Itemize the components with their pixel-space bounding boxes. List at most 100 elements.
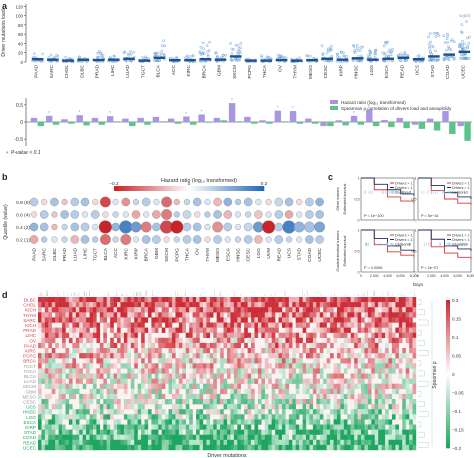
heatmap-cell — [147, 302, 152, 308]
heatmap-cell — [185, 388, 190, 395]
heatmap-cell — [371, 444, 375, 451]
heatmap-cell — [223, 332, 228, 338]
colorbar-step — [446, 381, 450, 385]
heatmap-cell — [261, 322, 265, 328]
heatmap-cell — [209, 444, 214, 451]
colorbar-step — [231, 186, 235, 191]
heatmap-cell — [374, 317, 379, 323]
heatmap-cell — [381, 414, 386, 420]
colorbar-step — [446, 443, 450, 446]
bubble — [243, 222, 253, 232]
data-point — [462, 15, 466, 18]
heatmap-cell — [257, 327, 262, 333]
heatmap-cell — [378, 399, 382, 405]
heatmap-cell — [412, 332, 417, 338]
y-tick-label: 0.5 — [355, 198, 360, 202]
heatmap-cell — [130, 404, 135, 410]
heatmap-cell — [216, 399, 221, 405]
heatmap-cell — [233, 383, 238, 389]
heatmap-cell — [58, 399, 63, 405]
heatmap-cell — [302, 424, 307, 430]
heatmap-cell — [385, 307, 389, 313]
heatmap-cell — [233, 404, 238, 410]
heatmap-cell — [312, 337, 317, 344]
bar — [388, 122, 395, 128]
heatmap-cell — [55, 439, 59, 446]
heatmap-cell — [251, 317, 255, 323]
heatmap-cell — [62, 307, 66, 313]
heatmap-cell — [309, 317, 314, 323]
heatmap-cell — [347, 424, 351, 430]
heatmap-cell — [309, 434, 314, 440]
heatmap-cell — [347, 297, 351, 303]
heatmap-cell — [103, 429, 107, 435]
median-bar — [275, 58, 288, 62]
heatmap-cell — [144, 353, 149, 359]
heatmap-cell — [398, 439, 403, 446]
data-point — [358, 49, 362, 52]
heatmap-cell — [89, 322, 94, 328]
heatmap-cell — [292, 429, 296, 435]
heatmap-cell — [65, 322, 70, 328]
heatmap-cell — [367, 307, 372, 313]
heatmap-cell — [216, 368, 221, 374]
colorbar-step — [446, 317, 450, 321]
row-label: 0.2 (1) — [16, 238, 30, 244]
heatmap-cell — [343, 317, 348, 323]
heatmap-cell — [354, 373, 358, 379]
bubble — [141, 197, 151, 207]
heatmap-cell — [336, 332, 341, 338]
heatmap-cell — [278, 363, 283, 369]
heatmap-cell — [402, 353, 406, 359]
heatmap-cell — [412, 368, 417, 374]
heatmap-cell — [374, 348, 379, 354]
heatmap-cell — [151, 307, 156, 313]
heatmap-cell — [103, 414, 107, 420]
heatmap-cell — [48, 439, 52, 446]
bubble — [224, 236, 231, 243]
heatmap-cell — [306, 368, 310, 374]
heatmap-cell — [147, 368, 152, 374]
heatmap-cell — [141, 317, 145, 323]
heatmap-cell — [275, 393, 279, 400]
heatmap-cell — [381, 307, 386, 313]
heatmap-cell — [306, 404, 310, 410]
heatmap-cell — [330, 429, 334, 435]
heatmap-cell — [275, 383, 279, 389]
heatmap-cell — [285, 317, 290, 323]
heatmap-cell — [165, 414, 169, 420]
heatmap-cell — [254, 419, 259, 425]
colorbar-step — [164, 186, 167, 191]
data-point — [309, 54, 312, 58]
colorbar-step — [156, 186, 160, 191]
heatmap-cell — [333, 368, 338, 374]
heatmap-cell — [192, 444, 197, 451]
heatmap-cell — [268, 317, 272, 323]
row-label: KICH — [25, 323, 36, 328]
heatmap-cell — [395, 312, 400, 318]
heatmap-cell — [216, 342, 221, 349]
heatmap-cell — [412, 363, 417, 369]
row-label: Other tumors — [335, 187, 340, 210]
colorbar-step — [446, 327, 450, 330]
heatmap-cell — [278, 424, 283, 430]
heatmap-cell — [336, 353, 341, 359]
heatmap-cell — [99, 348, 104, 354]
heatmap-cell — [223, 383, 228, 389]
p-value: P = 0.0006 — [364, 266, 382, 270]
heatmap-cell — [271, 302, 276, 308]
heatmap-cell — [182, 363, 186, 369]
heatmap-cell — [72, 368, 76, 374]
heatmap-cell — [409, 429, 413, 435]
heatmap-cell — [58, 444, 63, 451]
heatmap-cell — [233, 444, 238, 451]
heatmap-cell — [172, 393, 176, 400]
heatmap-cell — [385, 348, 389, 354]
heatmap-cell — [309, 353, 314, 359]
heatmap-cell — [120, 332, 125, 338]
data-point — [265, 55, 269, 59]
data-point — [190, 54, 194, 58]
heatmap-cell — [137, 393, 142, 400]
y-tick-label: 0 — [20, 120, 23, 126]
heatmap-cell — [127, 348, 131, 354]
